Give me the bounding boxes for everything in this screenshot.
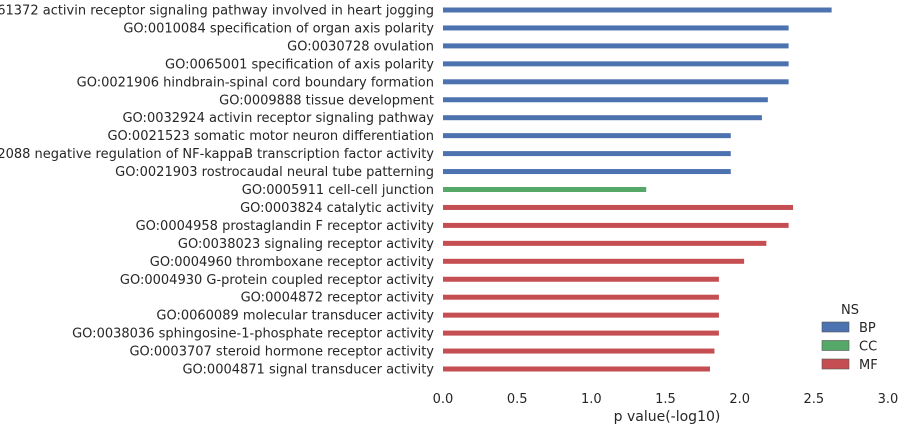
bar-bp: [443, 61, 789, 67]
category-label: GO:0004872 receptor activity: [241, 291, 435, 306]
legend-label-cc: CC: [859, 340, 877, 355]
category-label: GO:0004930 G-protein coupled receptor ac…: [120, 273, 434, 288]
legend-swatch-cc: [821, 340, 850, 351]
category-label: GO:0010084 specification of organ axis p…: [123, 21, 434, 36]
category-label: GO:0038023 signaling receptor activity: [178, 237, 434, 252]
bar-mf: [443, 258, 745, 264]
bar-bp: [443, 97, 768, 103]
category-label: GO:0009888 tissue development: [219, 93, 434, 108]
legend-swatch-bp: [821, 321, 850, 333]
legend-swatch-mf: [821, 358, 850, 370]
bar-bp: [443, 151, 731, 157]
x-tick-label: 0.0: [433, 392, 454, 407]
bars-group: [443, 7, 832, 372]
legend: NS BP CC MF: [821, 303, 878, 373]
legend-label-mf: MF: [859, 358, 878, 373]
x-axis-label: p value(-log10): [614, 409, 721, 425]
x-tick-labels-group: 0.0 0.5 1.0 1.5 2.0 2.5 3.0: [433, 392, 899, 407]
x-tick-label: 3.0: [878, 392, 899, 407]
bar-cc: [443, 187, 647, 192]
category-labels-group: GO:0061372 activin receptor signaling pa…: [0, 4, 434, 378]
bar-bp: [443, 43, 789, 49]
category-label: GO:0004871 signal transducer activity: [182, 363, 434, 378]
category-label: GO:0004958 prostaglandin F receptor acti…: [136, 219, 435, 234]
bar-bp: [443, 169, 731, 175]
category-label: GO:0004960 thromboxane receptor activity: [150, 255, 435, 270]
bar-bp: [443, 79, 789, 85]
category-label: GO:0021903 rostrocaudal neural tube patt…: [115, 165, 434, 180]
legend-label-bp: BP: [859, 321, 876, 336]
bar-bp: [443, 7, 832, 13]
legend-title: NS: [841, 303, 859, 318]
bar-bp: [443, 25, 789, 31]
category-label: GO:0032924 activin receptor signaling pa…: [122, 111, 434, 126]
bar-mf: [443, 276, 719, 282]
x-tick-label: 2.5: [803, 392, 824, 407]
bar-bp: [443, 133, 731, 139]
category-label: GO:0021523 somatic motor neuron differen…: [107, 129, 434, 144]
bar-mf: [443, 348, 715, 354]
category-label: GO:0021906 hindbrain-spinal cord boundar…: [77, 75, 434, 90]
x-tick-label: 2.0: [729, 392, 750, 407]
category-label: GO:0065001 specification of axis polarit…: [165, 57, 434, 72]
bar-mf: [443, 330, 719, 336]
category-label: GO:0060089 molecular transducer activity: [156, 309, 434, 324]
bar-mf: [443, 240, 767, 246]
category-label: GO:0003707 steroid hormone receptor acti…: [129, 345, 434, 360]
category-label: GO:0032088 negative regulation of NF-kap…: [0, 147, 434, 162]
category-label: GO:0061372 activin receptor signaling pa…: [0, 4, 434, 19]
category-label: GO:0005911 cell-cell junction: [242, 183, 434, 198]
bar-mf: [443, 366, 710, 372]
bar-mf: [443, 312, 719, 318]
bar-mf: [443, 222, 789, 228]
bar-mf: [443, 294, 719, 300]
x-tick-label: 1.5: [655, 392, 676, 407]
x-tick-label: 1.0: [581, 392, 602, 407]
category-label: GO:0003824 catalytic activity: [240, 201, 434, 216]
category-label: GO:0038036 sphingosine-1-phosphate recep…: [72, 327, 434, 342]
x-tick-label: 0.5: [507, 392, 528, 407]
bar-bp: [443, 115, 762, 121]
bar-mf: [443, 204, 794, 210]
category-label: GO:0030728 ovulation: [287, 39, 434, 54]
